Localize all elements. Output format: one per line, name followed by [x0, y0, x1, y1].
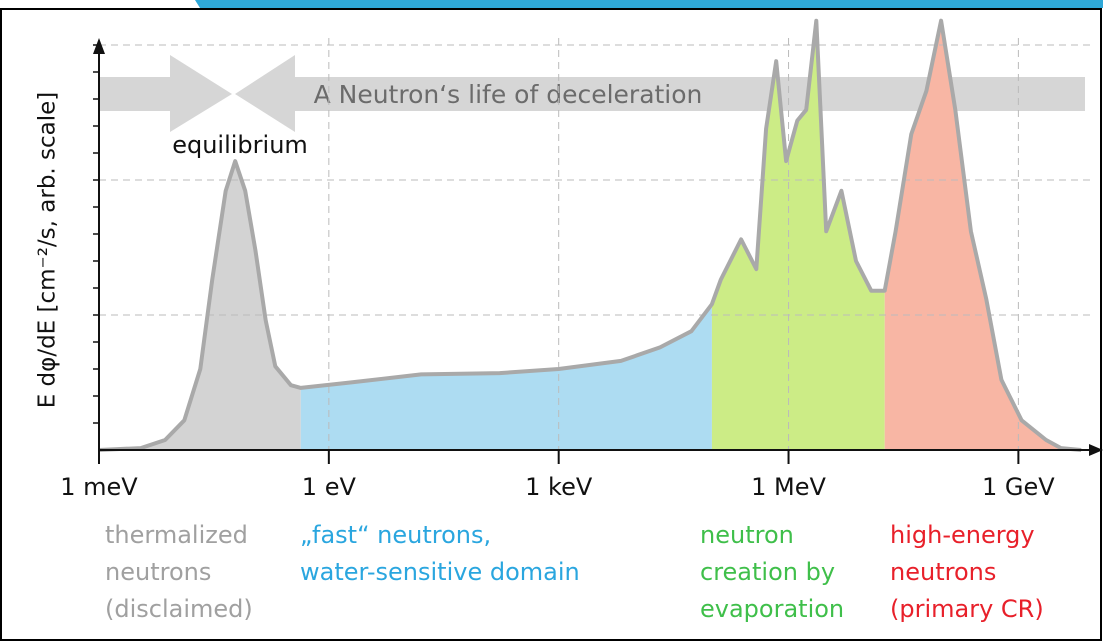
region-label: evaporation — [700, 595, 844, 623]
region-label: neutrons — [890, 558, 996, 586]
region-fill — [99, 161, 301, 450]
region-label: water-sensitive domain — [300, 558, 580, 586]
x-tick-label: 1 meV — [60, 473, 138, 501]
region-label: „fast“ neutrons, — [300, 521, 491, 549]
region-label: (disclaimed) — [105, 595, 253, 623]
frame — [0, 8, 1102, 641]
band-label: A Neutron‘s life of deceleration — [314, 80, 703, 109]
x-tick-label: 1 GeV — [982, 473, 1055, 501]
x-axis-arrow — [1089, 444, 1103, 456]
deceleration-band — [100, 55, 1085, 132]
spectrum-line — [98, 18, 1082, 452]
x-tick-label: 1 MeV — [751, 473, 826, 501]
equilibrium-label: equilibrium — [172, 131, 308, 159]
region-label: high-energy — [890, 521, 1035, 549]
y-axis-arrow — [93, 38, 105, 54]
region-label: neutrons — [105, 558, 211, 586]
x-tick-label: 1 keV — [525, 473, 593, 501]
region-label: neutron — [700, 521, 794, 549]
region-label: creation by — [700, 558, 835, 586]
top-strip — [195, 0, 1103, 8]
region-label: thermalized — [105, 521, 248, 549]
region-fill — [711, 20, 885, 450]
region-fill — [300, 304, 712, 450]
region-label: (primary CR) — [890, 595, 1044, 623]
x-tick-label: 1 eV — [302, 473, 357, 501]
region-fill — [884, 20, 1082, 450]
y-axis-label: E dφ/dE [cm⁻²/s, arb. scale] — [35, 92, 61, 409]
